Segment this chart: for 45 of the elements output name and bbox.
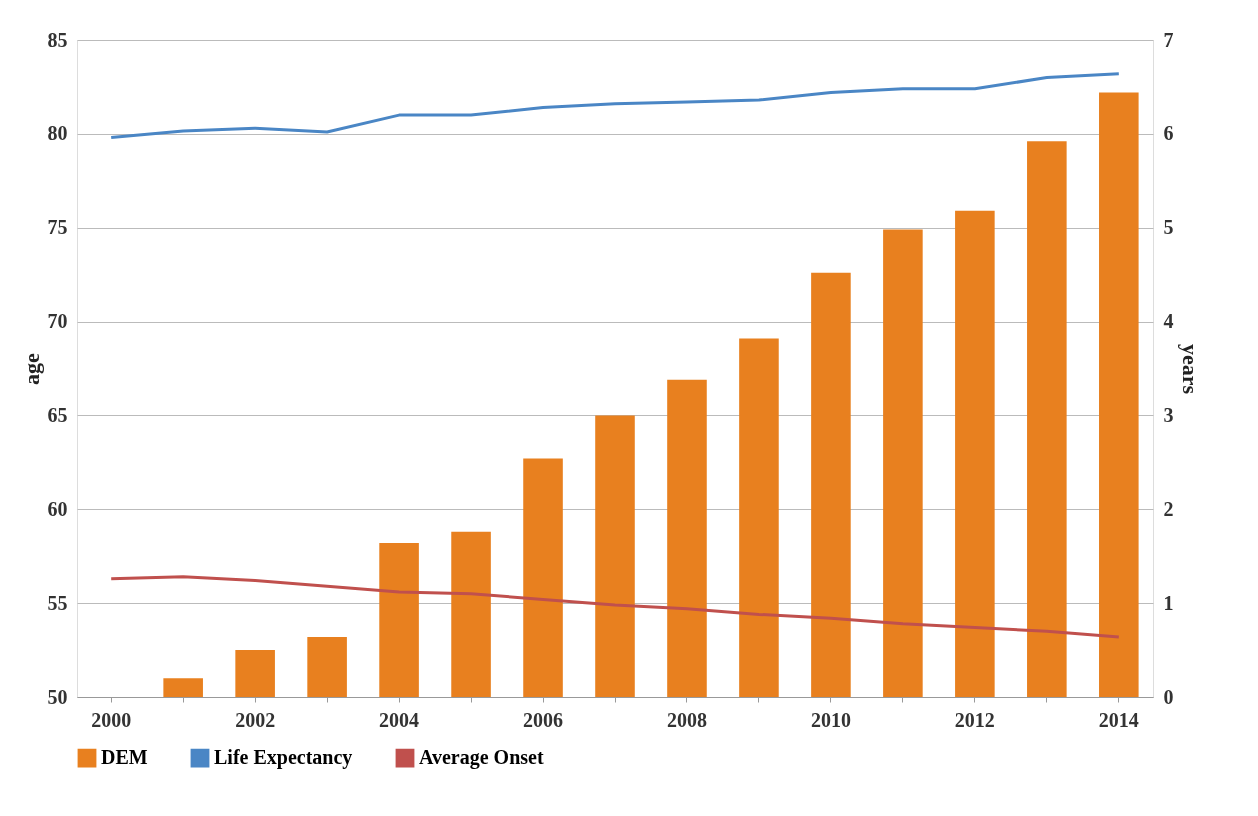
bar xyxy=(235,650,275,697)
x-tick-label: 2000 xyxy=(91,708,132,731)
y-tick-label: 85 xyxy=(47,28,68,51)
y-axis-title: age xyxy=(18,352,44,385)
y-tick-label: 65 xyxy=(47,403,68,426)
bar xyxy=(1027,141,1067,697)
x-tick-label: 2002 xyxy=(235,708,276,731)
y2-tick-label: 3 xyxy=(1163,403,1174,426)
y2-tick-label: 4 xyxy=(1163,310,1174,333)
y-tick-label: 55 xyxy=(47,591,68,614)
x-tick-label: 2008 xyxy=(666,708,707,731)
y-tick-label: 70 xyxy=(47,310,68,333)
bar xyxy=(955,210,995,697)
bar xyxy=(307,636,347,697)
y2-tick-label: 5 xyxy=(1163,216,1174,239)
bar xyxy=(595,415,635,697)
legend-label: Life Expectancy xyxy=(214,746,353,770)
bar xyxy=(667,379,707,697)
bar xyxy=(379,543,419,697)
bar xyxy=(811,272,851,697)
y-tick-label: 75 xyxy=(47,216,68,239)
legend-label: DEM xyxy=(101,746,148,769)
y-tick-label: 60 xyxy=(47,497,68,520)
bar xyxy=(883,229,923,697)
y2-tick-label: 1 xyxy=(1163,591,1174,614)
bar xyxy=(451,531,491,697)
x-tick-label: 2010 xyxy=(810,708,851,731)
y2-tick-label: 2 xyxy=(1163,497,1174,520)
line-series xyxy=(109,72,1121,140)
line-series xyxy=(109,575,1121,639)
bar xyxy=(739,338,779,697)
y-tick-label: 50 xyxy=(47,685,68,708)
x-tick-label: 2014 xyxy=(1098,708,1139,731)
bar xyxy=(163,678,203,697)
y2-tick-label: 6 xyxy=(1163,122,1174,145)
x-tick-label: 2004 xyxy=(379,708,420,731)
y2-tick-label: 7 xyxy=(1163,28,1174,51)
y-tick-label: 80 xyxy=(47,122,68,145)
x-tick-label: 2006 xyxy=(523,708,564,731)
x-tick-label: 2012 xyxy=(954,708,995,731)
legend-label: Average Onset xyxy=(419,746,544,770)
bar xyxy=(1099,92,1139,697)
y2-axis-title: years xyxy=(1177,343,1203,395)
bar xyxy=(523,458,563,697)
y2-tick-label: 0 xyxy=(1163,685,1174,708)
